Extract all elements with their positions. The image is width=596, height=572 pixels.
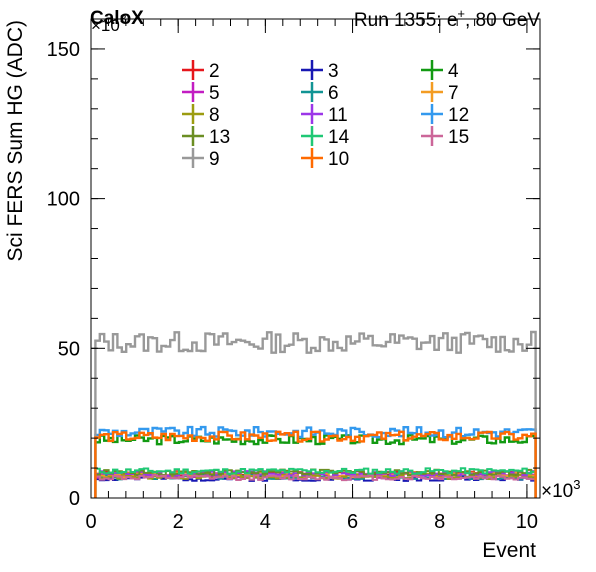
x-tick-label: 10	[516, 511, 538, 533]
legend-label-9: 9	[209, 149, 220, 170]
chart-title-left: CaloX	[90, 8, 144, 29]
plot-lines	[94, 330, 537, 498]
x-tick-label: 6	[347, 511, 358, 533]
y-tick-label: 50	[58, 338, 80, 360]
y-tick-label: 100	[47, 189, 80, 211]
y-tick-label: 0	[69, 488, 80, 510]
x-multiplier: ×103	[541, 477, 580, 502]
x-tick-label: 8	[434, 511, 445, 533]
legend-label-13: 13	[209, 127, 230, 148]
x-tick-label: 0	[85, 511, 96, 533]
title-right-suffix: , 80 GeV	[465, 10, 540, 31]
series-line-12	[94, 425, 537, 498]
legend-label-2: 2	[209, 61, 220, 82]
series-line-4	[94, 434, 537, 498]
legend-label-15: 15	[448, 127, 469, 148]
legend-label-5: 5	[209, 83, 220, 104]
title-right-prefix: Run 1355: e	[354, 10, 458, 31]
y-multiplier: ×103	[91, 12, 127, 35]
y-multiplier-base: ×10	[91, 16, 120, 35]
x-multiplier-exp: 3	[573, 477, 580, 492]
series-line-9	[94, 330, 537, 498]
y-axis-label: Sci FERS Sum HG (ADC)	[4, 20, 27, 262]
x-axis-label: Event	[482, 539, 536, 562]
y-multiplier-exp: 3	[120, 12, 127, 26]
legend-label-11: 11	[328, 105, 348, 126]
series-line-14	[94, 467, 537, 498]
legend-label-10: 10	[328, 149, 349, 170]
legend-label-3: 3	[328, 61, 339, 82]
series-line-15	[94, 474, 537, 498]
x-tick-label: 4	[260, 511, 271, 533]
series-line-10	[94, 430, 537, 498]
legend-label-4: 4	[448, 61, 459, 82]
legend-label-12: 12	[448, 105, 469, 126]
x-multiplier-base: ×10	[541, 481, 573, 502]
y-tick-label: 150	[47, 39, 80, 61]
title-right-sup: +	[457, 6, 465, 21]
legend-label-7: 7	[448, 83, 459, 104]
x-tick-label: 2	[173, 511, 184, 533]
legend-label-14: 14	[328, 127, 350, 148]
legend-label-6: 6	[328, 83, 339, 104]
legend: 2 3 4 5 6 7 8 11 12 13 14 15 9 10	[182, 60, 469, 170]
chart-title-right: Run 1355: e+, 80 GeV	[354, 6, 540, 31]
legend-label-8: 8	[209, 105, 220, 126]
